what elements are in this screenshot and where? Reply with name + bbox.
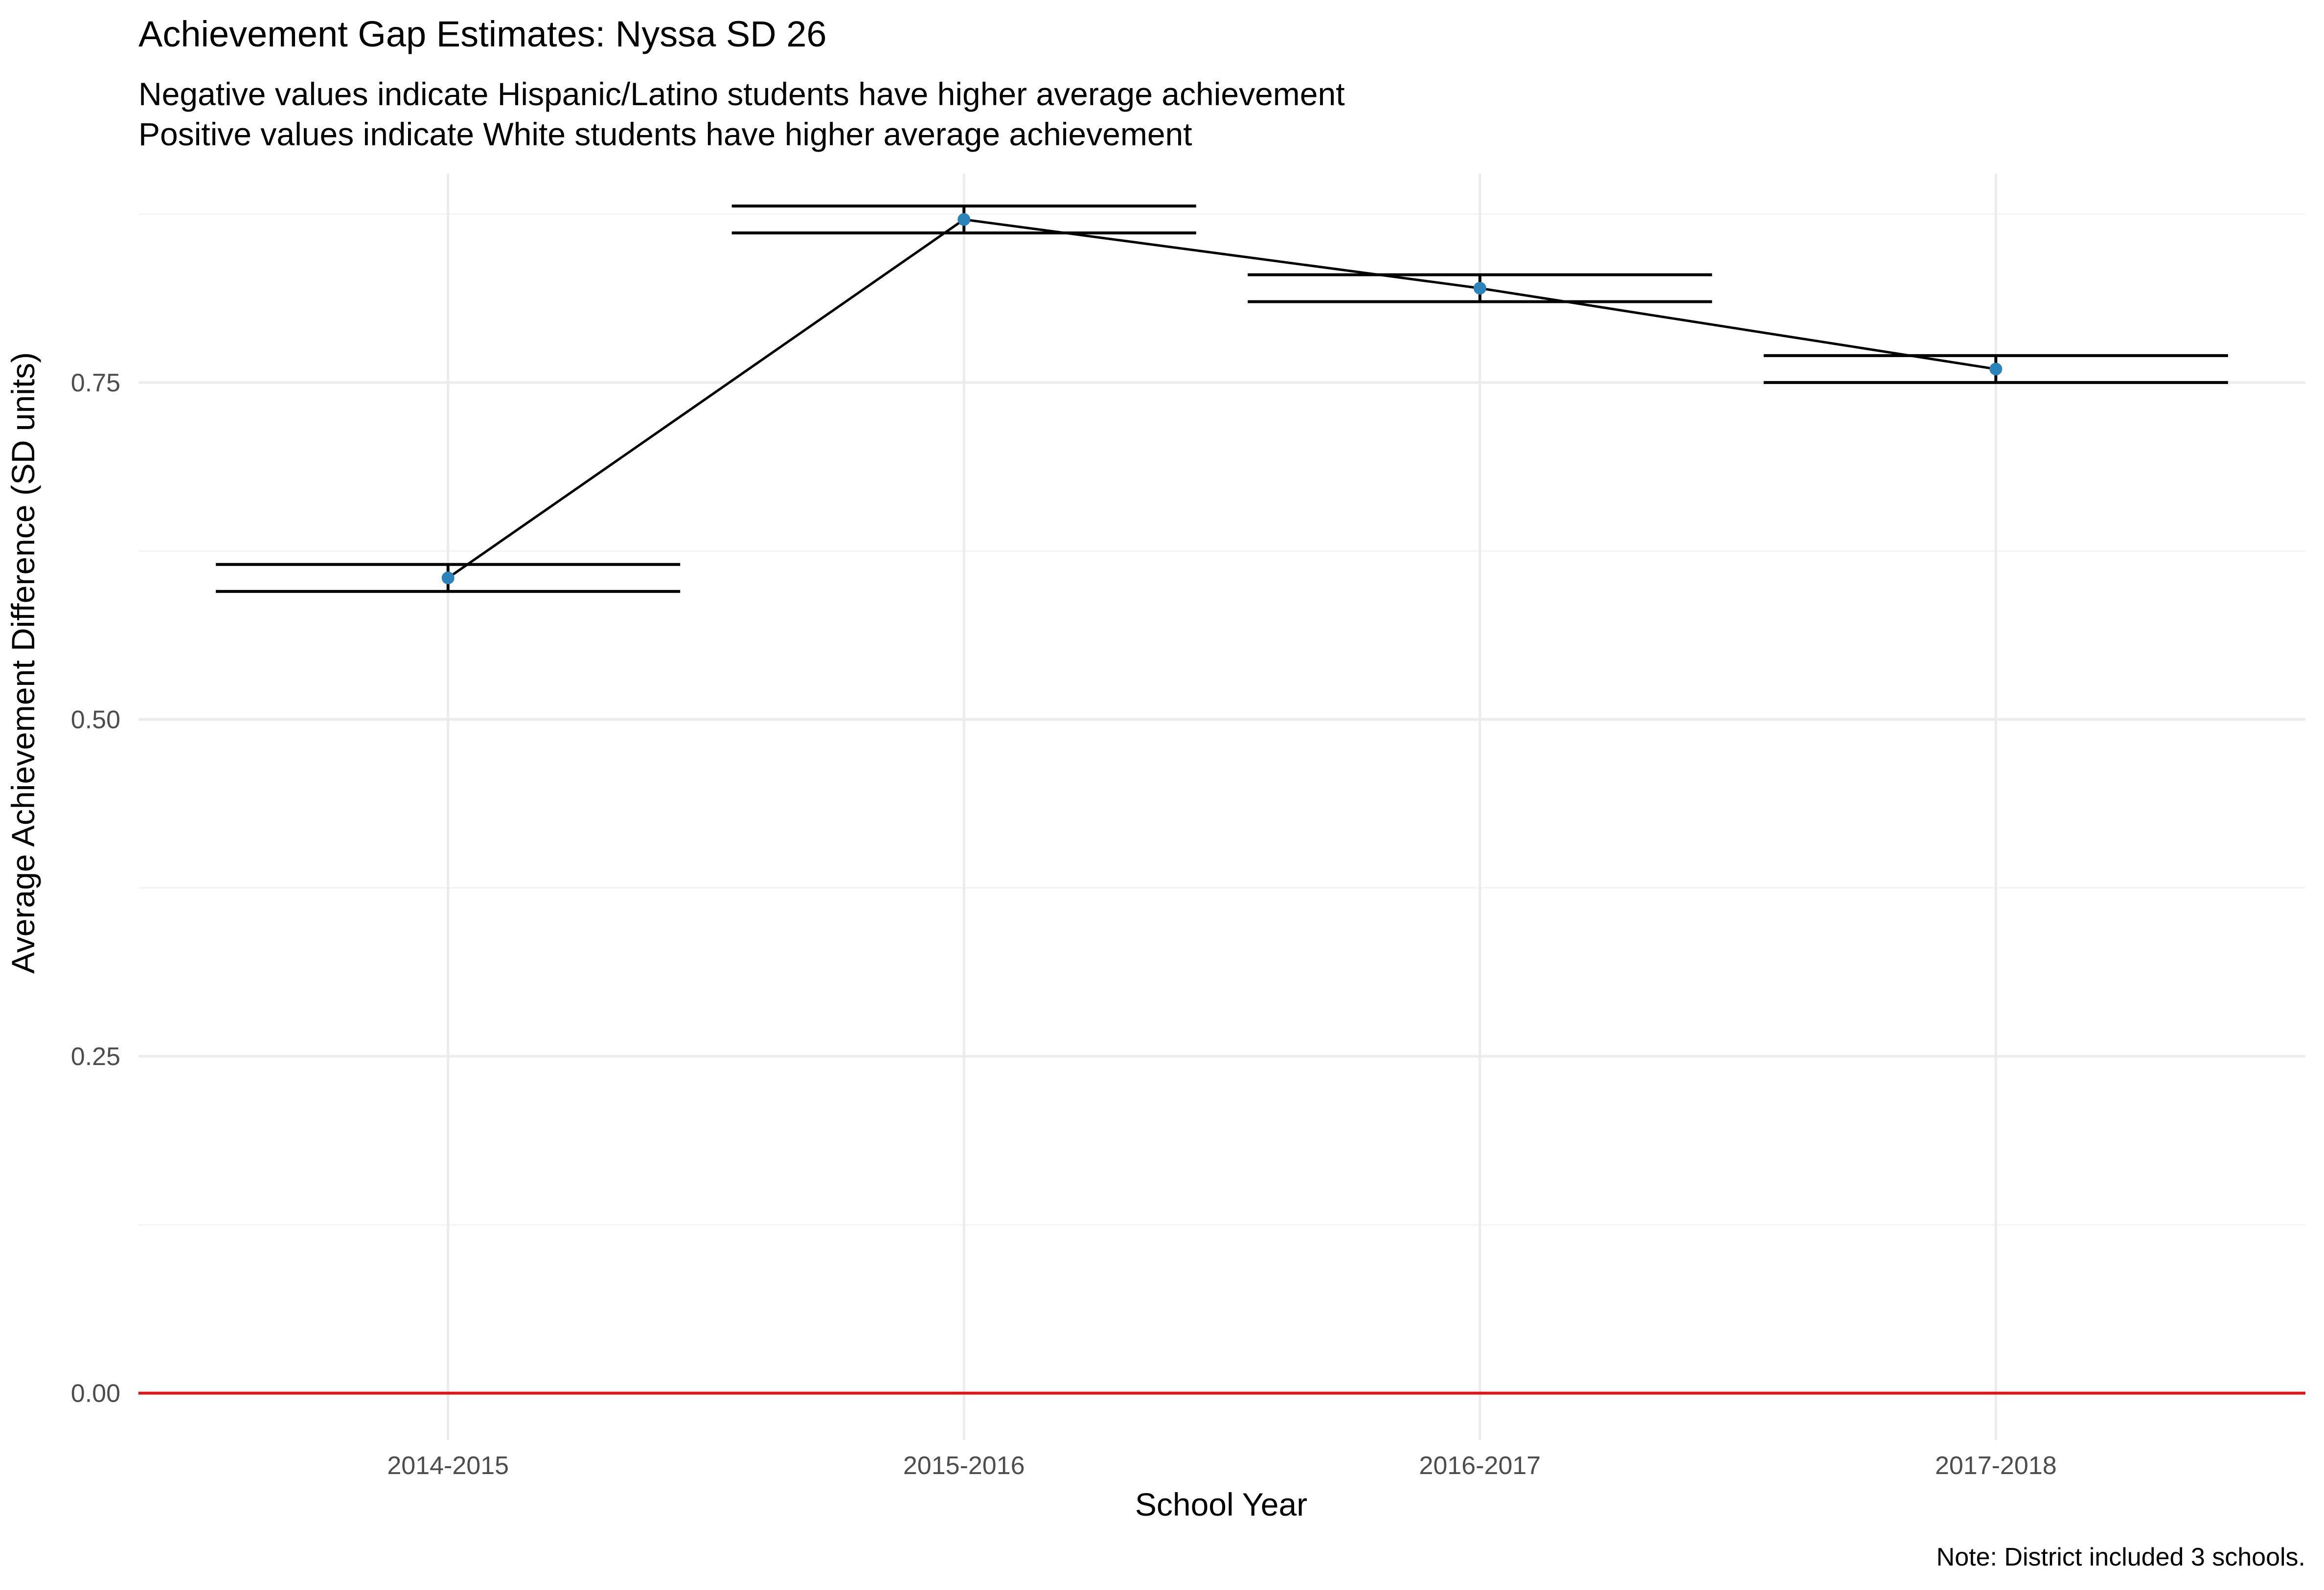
chart-subtitle-line-1: Negative values indicate Hispanic/Latino… (138, 76, 1345, 112)
y-tick-label: 0.50 (71, 705, 120, 734)
data-point (957, 213, 971, 226)
x-tick-label: 2014-2015 (387, 1452, 509, 1480)
y-tick-label: 0.25 (71, 1043, 120, 1071)
data-point (1473, 282, 1486, 295)
data-point (1989, 363, 2003, 376)
data-points (441, 213, 2003, 585)
data-point (441, 571, 455, 585)
series-line-layer (447, 218, 1996, 579)
series-line (447, 218, 1996, 579)
x-tick-label: 2016-2017 (1419, 1452, 1541, 1480)
x-tick-label: 2015-2016 (903, 1452, 1025, 1480)
y-tick-label: 0.75 (71, 369, 120, 397)
y-axis-title: Average Achievement Difference (SD units… (5, 352, 41, 974)
chart-title: Achievement Gap Estimates: Nyssa SD 26 (138, 14, 827, 54)
x-axis-title: School Year (1135, 1486, 1307, 1522)
grid-lines (138, 174, 2305, 1440)
y-axis-ticks: 0.00 0.25 0.50 0.75 (71, 369, 120, 1408)
chart-caption: Note: District included 3 schools. (1937, 1543, 2305, 1571)
y-tick-label: 0.00 (71, 1380, 120, 1408)
x-axis-ticks: 2014-2015 2015-2016 2016-2017 2017-2018 (387, 1452, 2056, 1480)
error-bars (216, 204, 2228, 593)
x-tick-label: 2017-2018 (1935, 1452, 2057, 1480)
chart-subtitle-line-2: Positive values indicate White students … (138, 116, 1192, 152)
